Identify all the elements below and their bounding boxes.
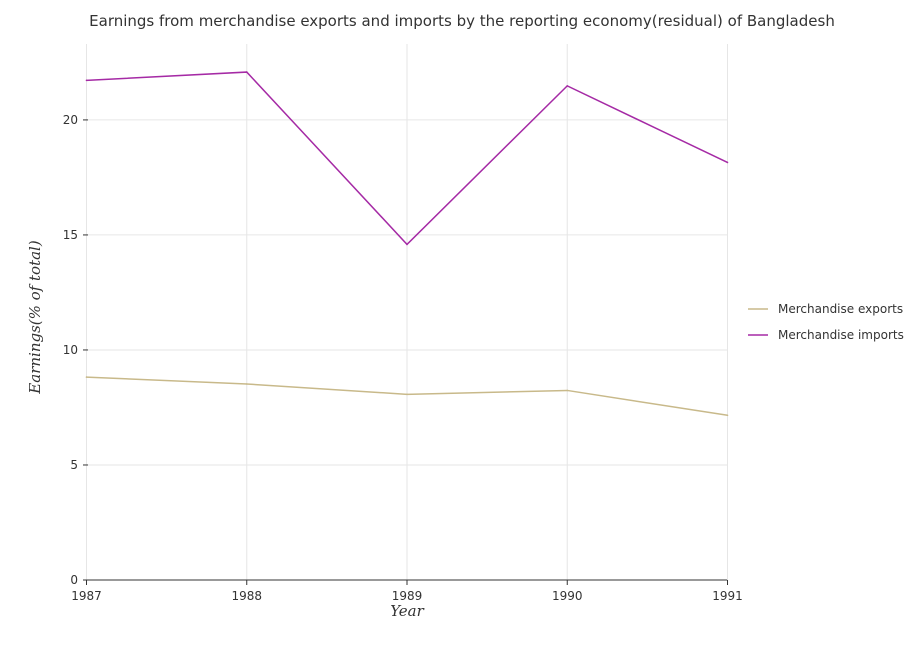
y-tick-label: 10 [63, 343, 78, 357]
series-lines [85, 71, 729, 417]
x-tick-label: 1987 [71, 589, 102, 603]
data-point [406, 393, 408, 396]
y-tick-label: 0 [70, 573, 78, 587]
legend-label: Merchandise imports [778, 328, 904, 342]
data-point [566, 85, 569, 87]
y-axis-label: Earnings(% of total) [26, 240, 44, 395]
legend: Merchandise exports Merchandise imports [748, 302, 904, 342]
x-tick-label: 1989 [392, 589, 423, 603]
legend-label: Merchandise exports [778, 302, 903, 316]
data-point [245, 71, 248, 73]
x-tick-label: 1990 [552, 589, 583, 603]
data-point [406, 243, 408, 246]
grid-lines [86, 44, 728, 581]
x-tick-label: 1991 [712, 589, 743, 603]
data-point [726, 414, 729, 417]
x-axis-label: Year [390, 602, 424, 620]
data-point [85, 376, 88, 378]
data-point [85, 79, 88, 82]
y-tick-label: 5 [70, 458, 78, 472]
axes: 1987 1988 1989 1990 1991 0 5 10 15 20 [63, 113, 743, 603]
data-point [245, 383, 248, 385]
x-tick-label: 1988 [231, 589, 262, 603]
data-point [726, 161, 729, 164]
y-tick-label: 20 [63, 113, 78, 127]
data-point [566, 389, 569, 392]
chart-title: Earnings from merchandise exports and im… [89, 12, 835, 30]
y-tick-label: 15 [63, 228, 78, 242]
